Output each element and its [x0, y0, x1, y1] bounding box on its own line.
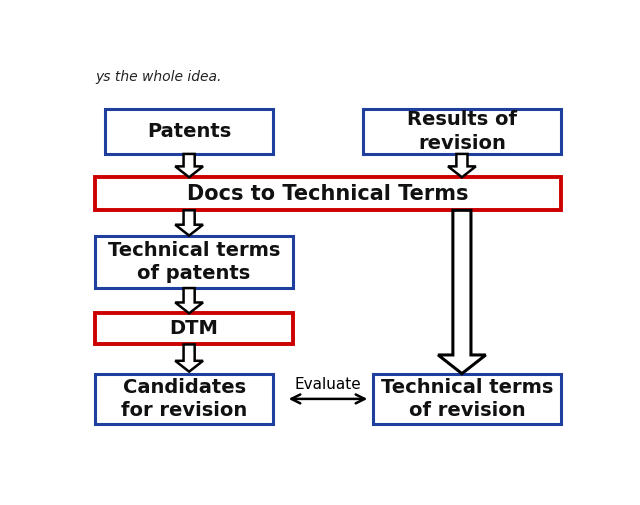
Polygon shape [438, 210, 486, 374]
Polygon shape [175, 288, 203, 313]
FancyBboxPatch shape [95, 313, 293, 344]
FancyBboxPatch shape [95, 177, 561, 210]
Text: Results of
revision: Results of revision [407, 110, 517, 153]
FancyBboxPatch shape [95, 235, 293, 288]
Polygon shape [175, 154, 203, 177]
Polygon shape [448, 154, 476, 177]
Text: Candidates
for revision: Candidates for revision [121, 378, 247, 420]
Polygon shape [175, 210, 203, 235]
Text: ys the whole idea.: ys the whole idea. [95, 70, 221, 84]
Text: Docs to Technical Terms: Docs to Technical Terms [188, 184, 468, 204]
Polygon shape [175, 344, 203, 372]
Text: DTM: DTM [170, 319, 218, 338]
Text: Technical terms
of revision: Technical terms of revision [381, 378, 553, 420]
FancyBboxPatch shape [363, 109, 561, 154]
FancyBboxPatch shape [372, 374, 561, 424]
Text: Patents: Patents [147, 122, 231, 141]
Text: Evaluate: Evaluate [294, 377, 362, 392]
FancyBboxPatch shape [95, 374, 273, 424]
FancyBboxPatch shape [105, 109, 273, 154]
Text: Technical terms
of patents: Technical terms of patents [108, 240, 280, 283]
